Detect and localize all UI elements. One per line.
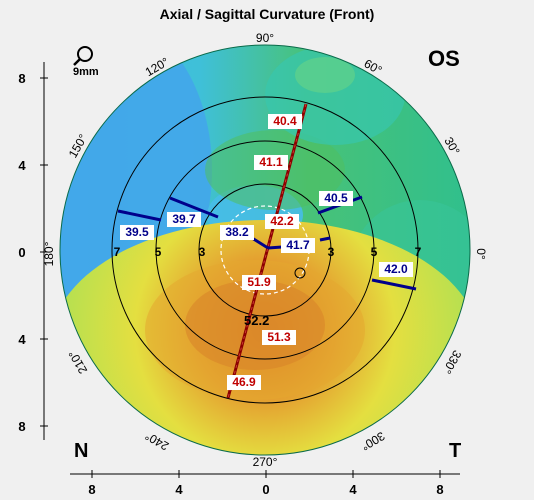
bottom-scale-tick-label: 4 bbox=[175, 482, 183, 497]
axis-degree-label: 180° bbox=[42, 241, 56, 266]
left-scale-tick-label: 8 bbox=[18, 71, 25, 86]
svg-text:38.2: 38.2 bbox=[225, 225, 249, 239]
axis-degree-label: 210° bbox=[66, 348, 91, 377]
steep-value-label: 40.4 bbox=[268, 114, 302, 129]
flat-value-label: 41.7 bbox=[281, 238, 315, 253]
axis-degree-label: 270° bbox=[253, 455, 278, 469]
steep-meridian bbox=[226, 103, 308, 399]
eye-label: OS bbox=[428, 46, 460, 71]
left-scale-tick-label: 8 bbox=[18, 419, 25, 434]
ring-label: 5 bbox=[155, 245, 162, 259]
axis-degree-label: 300° bbox=[359, 429, 388, 454]
svg-text:51.9: 51.9 bbox=[247, 275, 271, 289]
color-map bbox=[60, 45, 470, 455]
zoom-label[interactable]: 9mm bbox=[73, 66, 99, 78]
bottom-scale-ticks: 8 4 0 4 8 bbox=[88, 470, 444, 497]
steep-value-label: 41.1 bbox=[254, 155, 288, 170]
ring-label: 7 bbox=[114, 245, 121, 259]
left-scale-tick-label: 0 bbox=[18, 245, 25, 260]
left-scale-tick-label: 4 bbox=[18, 332, 26, 347]
ring-label: 5 bbox=[371, 245, 378, 259]
ring-label: 3 bbox=[199, 245, 206, 259]
svg-text:41.1: 41.1 bbox=[259, 155, 283, 169]
zoom-icon[interactable] bbox=[70, 44, 116, 78]
svg-text:40.4: 40.4 bbox=[273, 114, 297, 128]
flat-value-labels: 39.5 39.7 38.2 41.7 40.5 42.0 bbox=[120, 191, 413, 277]
center-value: 52.2 bbox=[244, 313, 269, 328]
svg-text:41.7: 41.7 bbox=[286, 238, 310, 252]
ring-label: 3 bbox=[328, 245, 335, 259]
steep-value-label: 51.3 bbox=[262, 330, 296, 345]
svg-text:51.3: 51.3 bbox=[267, 330, 291, 344]
flat-value-label: 39.7 bbox=[167, 212, 201, 227]
bottom-scale-tick-label: 8 bbox=[88, 482, 95, 497]
axis-degree-label: 240° bbox=[143, 429, 172, 454]
bottom-scale-tick-label: 4 bbox=[349, 482, 357, 497]
flat-value-label: 38.2 bbox=[220, 225, 254, 240]
temporal-label: T bbox=[449, 440, 462, 462]
axis-degree-label: 330° bbox=[440, 348, 465, 377]
svg-text:42.2: 42.2 bbox=[270, 214, 294, 228]
map-title: Axial / Sagittal Curvature (Front) bbox=[159, 6, 375, 22]
flat-value-label: 42.0 bbox=[379, 262, 413, 277]
steep-value-label: 42.2 bbox=[265, 214, 299, 229]
flat-meridian bbox=[117, 195, 417, 291]
bottom-scale-tick-label: 8 bbox=[436, 482, 443, 497]
svg-text:39.5: 39.5 bbox=[125, 225, 149, 239]
nasal-label: N bbox=[74, 440, 89, 462]
bottom-scale-tick-label: 0 bbox=[262, 482, 269, 497]
svg-text:42.0: 42.0 bbox=[384, 262, 408, 276]
ring-label: 7 bbox=[415, 245, 422, 259]
svg-text:40.5: 40.5 bbox=[324, 191, 348, 205]
left-scale-tick-label: 4 bbox=[18, 158, 26, 173]
flat-value-label: 39.5 bbox=[120, 225, 154, 240]
axis-degree-label: 90° bbox=[256, 31, 274, 45]
left-scale-ticks: 8 4 0 4 8 bbox=[18, 71, 48, 434]
steep-value-labels: 40.4 41.1 42.2 51.9 51.3 46.9 bbox=[227, 114, 302, 390]
steep-value-label: 46.9 bbox=[227, 375, 261, 390]
ring-labels: 7 5 3 3 5 7 bbox=[114, 245, 422, 259]
steep-value-label: 51.9 bbox=[242, 275, 276, 290]
center-marker: 52.2 bbox=[244, 313, 269, 328]
svg-text:39.7: 39.7 bbox=[172, 212, 196, 226]
flat-value-label: 40.5 bbox=[319, 191, 353, 206]
axis-degree-label: 0° bbox=[474, 248, 488, 260]
svg-text:46.9: 46.9 bbox=[232, 375, 256, 389]
